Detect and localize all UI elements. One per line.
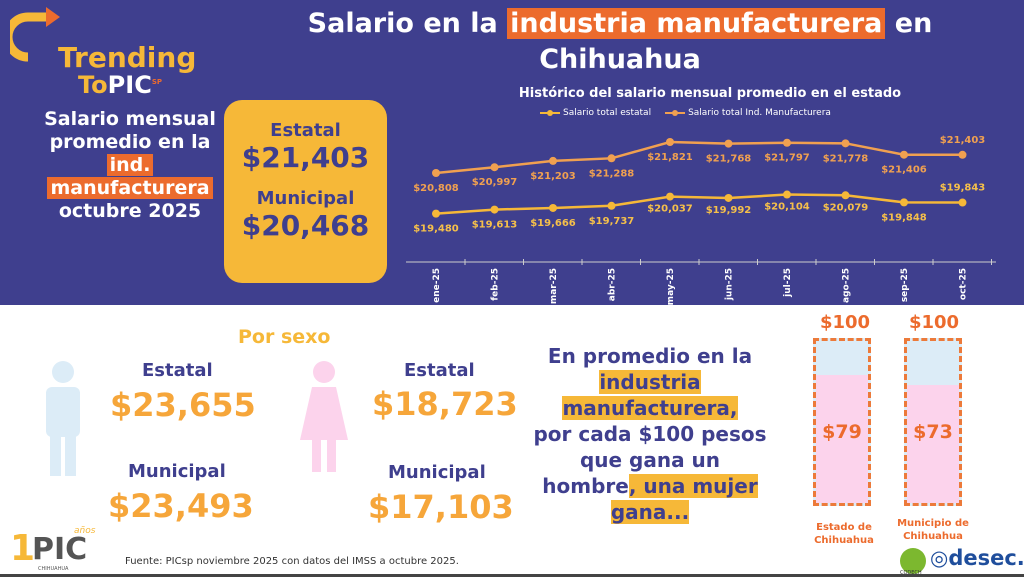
data-label: $21,797 [764,153,810,164]
data-label: $21,821 [647,152,693,163]
bar-state: $79 [813,338,871,506]
men-municipal-value: $23,493 [108,487,254,525]
left-summary: Salario mensual promedio en la ind. manu… [44,108,216,222]
x-tick-label: jul-25 [783,268,793,298]
data-point [900,150,908,159]
bar-state-top: $100 [819,312,871,333]
salary-box: Estatal $21,403 Municipal $20,468 [224,100,387,283]
x-tick-label: ago-25 [842,268,852,303]
codech-logo: CODECH [900,548,926,576]
data-point [666,138,674,147]
x-tick-label: may-25 [666,268,676,305]
logo-line2: ToPICSP [78,71,162,99]
data-point [841,191,850,200]
data-label: $19,737 [589,216,635,227]
data-label: $21,288 [589,168,635,179]
x-tick-label: mar-25 [549,268,559,304]
bar-state-fill [816,375,868,503]
bar-city-value: $73 [913,421,953,443]
pic-10-anos-logo: 1 PIC años CHIHUAHUA [10,526,96,572]
data-label: $21,768 [706,154,752,165]
men-estatal-label: Estatal [142,360,213,381]
data-point [841,139,850,148]
chart-title: Histórico del salario mensual promedio e… [518,86,902,101]
bar-state-value: $79 [822,421,862,443]
x-tick-label: ene-25 [432,268,442,303]
data-label: $20,037 [647,204,693,215]
data-point [432,169,440,177]
x-tick-label: feb-25 [491,268,501,301]
bar-city-fill [907,384,959,503]
legend-manufacturera: Salario total Ind. Manufacturera [665,108,831,118]
bar-city: $73 [904,338,962,506]
data-point [549,156,557,165]
men-estatal-value: $23,655 [110,386,256,424]
logo-line1: Trending [58,41,197,74]
x-tick-label: oct-25 [959,268,969,300]
data-label: $21,203 [530,171,576,182]
data-point [724,193,733,202]
series-line-0 [435,193,963,215]
legend-estatal: Salario total estatal [540,108,651,118]
data-point [783,190,791,199]
source-note: Fuente: PICsp noviembre 2025 con datos d… [125,556,459,567]
data-label: $19,480 [413,224,459,235]
data-label: $20,808 [413,183,459,194]
women-municipal-value: $17,103 [368,488,514,526]
bar-city-top: $100 [908,312,960,333]
data-label: $21,778 [823,153,869,164]
bottom-border [0,574,1024,577]
data-point [607,201,616,210]
line-chart: ene-25 feb-25 mar-25 abr-25 may-25 jun-25 jul-… [406,135,996,305]
data-point [900,198,908,207]
data-label: $21,406 [881,165,927,176]
page-title: Salario en la industria manufacturera en… [307,8,933,75]
data-label: $20,104 [764,202,810,213]
data-label: $19,848 [881,212,927,223]
data-point [432,209,440,218]
data-label: $19,992 [706,205,752,216]
bar-city-caption: Municipio de Chihuahua [897,518,969,542]
x-tick-label: abr-25 [608,268,618,301]
desec-logo: ◎desec. [930,546,1024,570]
arrow-logo-icon [10,7,60,62]
women-estatal-value: $18,723 [372,385,518,423]
por-sexo-title: Por sexo [238,326,331,348]
data-point [783,138,791,147]
men-municipal-label: Municipal [128,461,226,482]
x-tick-label: sep-25 [900,268,910,302]
series-line-1 [435,140,963,175]
women-estatal-label: Estatal [404,360,475,381]
data-point [549,203,557,212]
man-icon [46,361,80,476]
data-label: $21,403 [940,135,986,146]
data-point [958,198,967,207]
header-band [0,0,1024,305]
data-label: $19,843 [940,183,986,194]
woman-icon [300,361,348,472]
data-label: $20,997 [472,177,518,188]
data-point [607,154,616,163]
comparison-message: En promedio en la industria manufacturer… [533,344,767,524]
women-municipal-label: Municipal [388,462,486,483]
data-point [724,139,733,148]
chart-legend: Salario total estatal Salario total Ind.… [540,108,831,118]
data-point [490,205,499,214]
data-label: $20,079 [823,202,869,213]
data-label: $19,613 [472,220,518,231]
data-point [958,150,967,159]
data-point [490,163,499,172]
trending-topic-logo: Trending ToPICSP [10,5,200,100]
bar-state-caption: Estado de Chihuahua [814,522,874,546]
data-label: $19,666 [530,218,576,229]
data-point [666,192,674,201]
x-tick-label: jun-25 [725,268,735,301]
